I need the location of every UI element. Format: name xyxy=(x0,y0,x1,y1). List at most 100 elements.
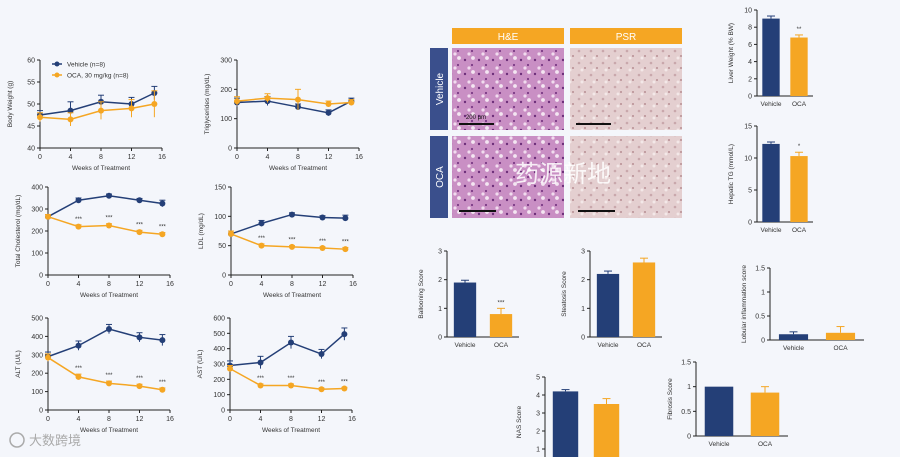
series-line-vehicle xyxy=(47,328,163,358)
vehicle-row-header xyxy=(430,48,448,130)
y-axis-label: Ballooning Score xyxy=(418,269,425,319)
data-point-vehicle xyxy=(341,331,348,338)
data-point-vehicle xyxy=(288,339,294,346)
x-category-label: OCA xyxy=(494,342,509,349)
data-point-vehicle xyxy=(342,215,349,222)
x-tick-label: 16 xyxy=(348,416,356,423)
he-column-header xyxy=(452,28,564,44)
x-tick-label: 0 xyxy=(235,154,239,161)
chart-lobular_inflammation: 0 0.5 1 1.5 Lobular inflammation score Vehicl… xyxy=(741,265,864,352)
y-axis-label: Fibrosis Score xyxy=(667,378,674,420)
data-point-oca xyxy=(45,354,51,361)
psr-column-label: PSR xyxy=(616,32,637,43)
y-tick-label: 400 xyxy=(31,185,43,192)
x-tick-label: 8 xyxy=(289,416,293,423)
y-tick-label: 0 xyxy=(39,408,43,415)
y-tick-label: 50 xyxy=(218,243,226,250)
chart-total_cholesterol: 0 100 200 300 400 Total Cholesterol (mg/dL) 0 4… xyxy=(15,185,174,300)
data-point-vehicle xyxy=(257,359,264,366)
x-axis-label: Weeks of Treatment xyxy=(80,427,138,434)
y-tick-label: 0 xyxy=(221,408,225,415)
y-tick-label: 300 xyxy=(213,362,225,369)
x-tick-label: 16 xyxy=(166,416,174,423)
y-axis-label: Body Weight (g) xyxy=(7,81,14,127)
data-point-oca xyxy=(319,245,326,252)
x-tick-label: 8 xyxy=(296,154,300,161)
psr-column-header xyxy=(570,28,682,44)
oca-row-header xyxy=(430,136,448,218)
x-category-label: Vehicle xyxy=(709,441,730,448)
data-point-oca xyxy=(37,114,43,121)
data-point-oca xyxy=(228,230,234,237)
y-tick-label: 0.5 xyxy=(681,409,691,416)
y-tick-label: 3 xyxy=(581,249,585,256)
y-tick-label: 2 xyxy=(438,277,442,284)
significance-mark: *** xyxy=(136,222,144,228)
he-column-label: H&E xyxy=(498,32,519,43)
bar-oca xyxy=(593,404,620,457)
series-line-vehicle xyxy=(236,100,352,114)
vehicle-he-micrograph xyxy=(452,48,564,130)
y-tick-label: 0 xyxy=(687,434,691,441)
data-point-vehicle xyxy=(159,337,166,344)
significance-mark: *** xyxy=(75,217,83,223)
x-tick-label: 8 xyxy=(107,281,111,288)
data-point-vehicle xyxy=(319,214,326,221)
series-line-vehicle xyxy=(229,333,345,367)
y-tick-label: 45 xyxy=(27,124,35,131)
y-tick-label: 10 xyxy=(744,8,752,15)
x-axis-label: Weeks of Treatment xyxy=(72,165,130,172)
bar-oca xyxy=(489,314,513,337)
x-category-label: Vehicle xyxy=(455,342,476,349)
data-point-oca xyxy=(227,365,233,372)
bar-vehicle xyxy=(762,143,780,222)
bar-oca xyxy=(790,156,808,222)
y-tick-label: 6 xyxy=(748,42,752,49)
data-point-vehicle xyxy=(75,342,82,349)
x-category-label: Vehicle xyxy=(783,345,804,352)
y-tick-label: 100 xyxy=(213,392,225,399)
significance-mark: *** xyxy=(75,366,83,372)
y-tick-label: 0 xyxy=(761,338,765,345)
data-point-oca xyxy=(264,95,271,102)
significance-mark: *** xyxy=(136,376,144,382)
data-point-vehicle xyxy=(258,220,265,227)
x-tick-label: 16 xyxy=(158,154,166,161)
oca-psr-micrograph xyxy=(570,136,682,218)
vehicle-row-label: Vehicle xyxy=(435,72,446,105)
y-tick-label: 5 xyxy=(748,188,752,195)
y-tick-label: 40 xyxy=(27,146,35,153)
y-tick-label: 0 xyxy=(222,273,226,280)
x-axis-label: Weeks of Treatment xyxy=(262,427,320,434)
significance-mark: *** xyxy=(257,376,265,382)
legend-marker xyxy=(54,72,60,78)
data-point-vehicle xyxy=(325,109,332,116)
y-tick-label: 1 xyxy=(581,306,585,313)
significance-mark: *** xyxy=(318,380,326,386)
y-tick-label: 200 xyxy=(220,87,232,94)
y-tick-label: 1.5 xyxy=(755,266,765,273)
legend-label: OCA, 30 mg/kg (n=8) xyxy=(67,73,129,80)
significance-mark: *** xyxy=(342,239,350,245)
y-tick-label: 2 xyxy=(581,277,585,284)
y-tick-label: 1 xyxy=(687,384,691,391)
significance-mark: ** xyxy=(797,27,802,33)
chart-alt: 0 100 200 300 400 500 ALT (U/L) 0 4 8 12 16 Weeks of… xyxy=(15,316,174,435)
data-point-oca xyxy=(288,382,294,389)
data-point-oca xyxy=(75,223,82,230)
chart-ballooning: 0 1 2 3 Ballooning Score Vehicle *** OCA xyxy=(418,249,519,349)
chart-liver_weight: 0 2 4 6 8 10 Liver Weight (% BW) Vehicle ** OCA xyxy=(728,8,813,108)
bar-oca xyxy=(632,262,656,337)
data-point-vehicle xyxy=(75,197,82,204)
x-tick-label: 12 xyxy=(136,416,144,423)
y-tick-label: 500 xyxy=(213,331,225,338)
y-tick-label: 0 xyxy=(748,94,752,101)
data-point-vehicle xyxy=(318,351,325,358)
y-tick-label: 50 xyxy=(27,102,35,109)
x-category-label: OCA xyxy=(833,345,848,352)
y-tick-label: 0 xyxy=(39,273,43,280)
bar-oca xyxy=(790,37,808,96)
data-point-oca xyxy=(159,386,166,393)
y-tick-label: 2 xyxy=(536,429,540,436)
chart-hepatic_tg: 0 5 10 15 Hepatic TG (mmol/L) Vehicle * OCA xyxy=(728,124,813,234)
